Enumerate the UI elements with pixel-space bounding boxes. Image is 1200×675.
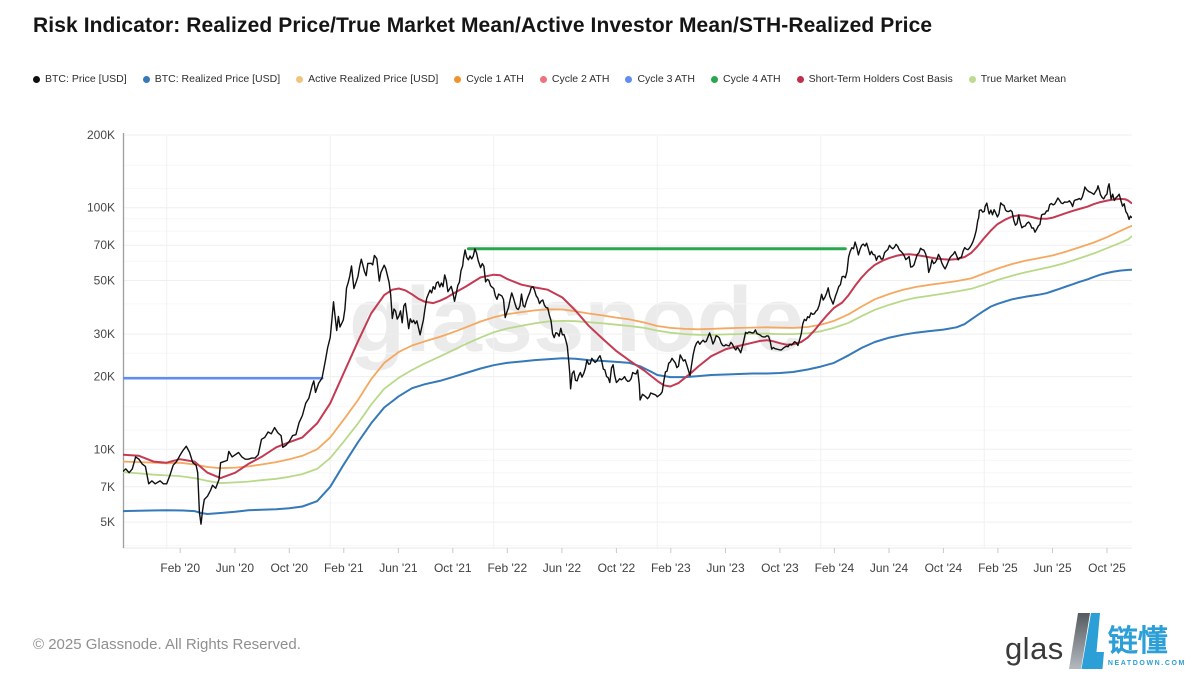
legend-dot-icon — [968, 75, 976, 83]
x-axis-label: Feb '21 — [324, 561, 364, 575]
x-axis-label: Feb '24 — [815, 561, 855, 575]
x-axis-label: Jun '25 — [1033, 561, 1072, 575]
neatdown-logo-domain: NEATDOWN.COM — [1107, 660, 1186, 667]
glassnode-logo-text: glas — [1004, 631, 1064, 666]
series-true-market-mean — [123, 235, 1132, 484]
y-axis-label: 70K — [94, 238, 115, 252]
y-axis-label: 10K — [94, 442, 115, 456]
legend-dot-icon — [711, 75, 719, 83]
legend-dot-icon — [33, 75, 40, 83]
x-axis-label: Oct '25 — [1088, 561, 1126, 575]
y-axis: 200K 100K 70K 50K 30K 20K 10K 7K 5K — [87, 128, 115, 529]
legend-item[interactable]: Cycle 2 ATH — [539, 73, 610, 85]
series-active-realized-price-usd- — [123, 225, 1132, 470]
x-axis-label: Jun '22 — [543, 561, 582, 575]
legend-label: True Market Mean — [980, 73, 1067, 85]
x-axis-label: Feb '22 — [487, 561, 527, 575]
copyright-text: © 2025 Glassnode. All Rights Reserved. — [33, 636, 301, 653]
neatdown-logo-cn: 链懂 — [1107, 625, 1168, 658]
legend: BTC: Price [USD] BTC: Realized Price [USD… — [33, 73, 1066, 85]
x-axis-label: Feb '25 — [978, 561, 1018, 575]
legend-label: Cycle 3 ATH — [637, 73, 696, 85]
legend-label: Cycle 1 ATH — [466, 73, 524, 85]
y-axis-label: 200K — [87, 128, 115, 142]
legend-dot-icon — [625, 75, 633, 83]
legend-label: BTC: Realized Price [USD] — [154, 73, 281, 85]
legend-dot-icon — [296, 75, 304, 83]
x-axis-label: Feb '20 — [160, 561, 200, 575]
legend-label: Cycle 2 ATH — [551, 73, 610, 85]
legend-dot-icon — [796, 75, 804, 83]
footer: © 2025 Glassnode. All Rights Reserved. g… — [33, 613, 1186, 669]
y-axis-label: 100K — [87, 201, 115, 215]
y-axis-label: 7K — [100, 480, 115, 494]
legend-item[interactable]: BTC: Price [USD] — [33, 73, 127, 85]
legend-dot-icon — [539, 75, 547, 83]
y-axis-label: 30K — [94, 327, 115, 341]
glassnode-watermark: glassnode — [349, 269, 805, 371]
x-axis-label: Oct '24 — [925, 561, 963, 575]
legend-item[interactable]: Short-Term Holders Cost Basis — [796, 73, 953, 85]
legend-dot-icon — [454, 75, 462, 83]
x-axis-label: Oct '20 — [270, 561, 308, 575]
legend-label: Active Realized Price [USD] — [308, 73, 439, 85]
legend-label: Short-Term Holders Cost Basis — [808, 73, 953, 85]
legend-item[interactable]: Cycle 4 ATH — [711, 73, 781, 85]
legend-label: BTC: Price [USD] — [45, 73, 127, 85]
page-title: Risk Indicator: Realized Price/True Mark… — [33, 14, 933, 37]
legend-item[interactable]: Active Realized Price [USD] — [296, 73, 438, 85]
x-axis-label: Oct '21 — [434, 561, 472, 575]
gridlines — [123, 134, 1132, 548]
axes — [122, 133, 1132, 549]
legend-label: Cycle 4 ATH — [723, 73, 781, 85]
legend-dot-icon — [142, 75, 150, 83]
series-short-term-holders-cost-basis — [123, 197, 1132, 480]
x-axis-label: Feb '23 — [651, 561, 691, 575]
x-axis-label: Jun '20 — [216, 561, 255, 575]
x-axis-label: Jun '24 — [870, 561, 909, 575]
x-axis-label: Oct '23 — [761, 561, 799, 575]
legend-item[interactable]: BTC: Realized Price [USD] — [142, 73, 281, 85]
legend-item[interactable]: Cycle 1 ATH — [454, 73, 524, 85]
brand-logo: glas 链懂 NEATDOWN.COM — [1005, 613, 1186, 669]
y-axis-label: 5K — [100, 515, 115, 529]
series-btc-price-usd- — [123, 183, 1132, 525]
y-axis-label: 50K — [94, 274, 115, 288]
legend-item[interactable]: True Market Mean — [968, 73, 1067, 85]
series-btc-realized-price-usd- — [123, 268, 1132, 515]
x-axis-label: Oct '22 — [598, 561, 636, 575]
y-axis-label: 20K — [94, 370, 115, 384]
legend-item[interactable]: Cycle 3 ATH — [625, 73, 695, 85]
x-axis: Feb '20 Jun '20 Oct '20 Feb '21 Jun '21 Oct '… — [160, 548, 1126, 575]
series-group — [123, 183, 1132, 525]
x-axis-label: Jun '23 — [706, 561, 745, 575]
neatdown-logo-icon — [1068, 613, 1104, 669]
x-axis-label: Jun '21 — [379, 561, 418, 575]
